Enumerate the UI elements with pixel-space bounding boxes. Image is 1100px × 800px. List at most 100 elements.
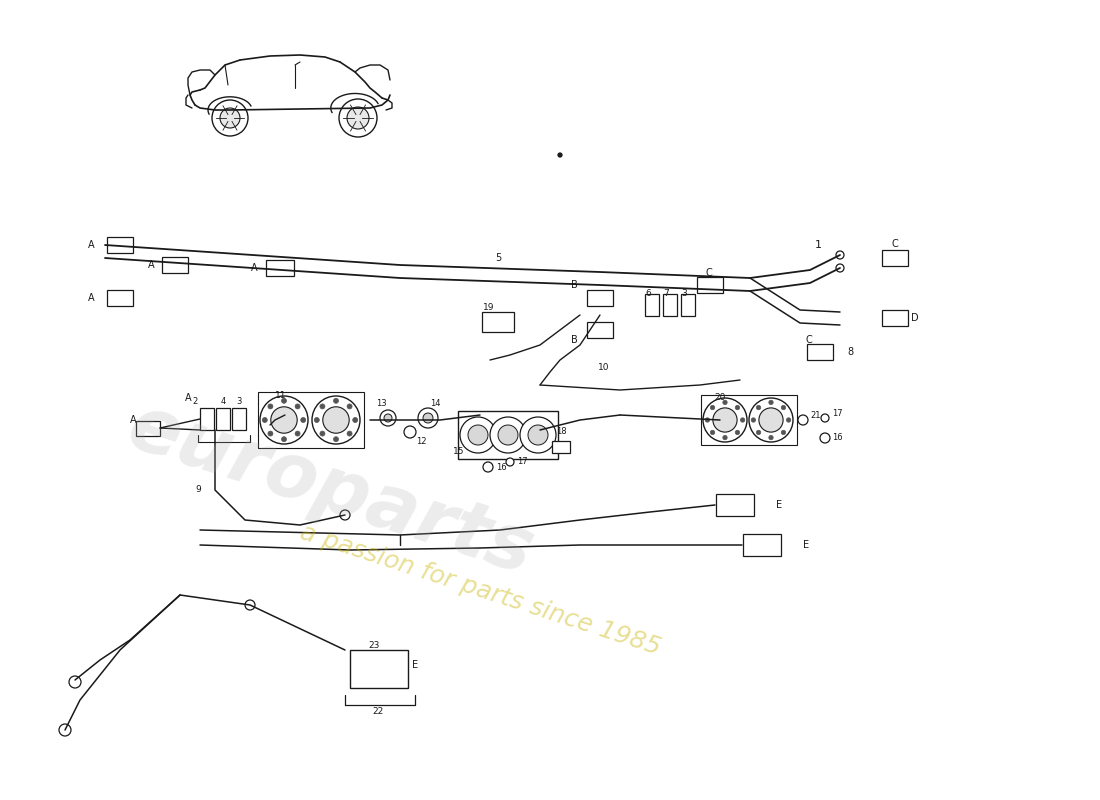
Circle shape (404, 426, 416, 438)
Circle shape (757, 430, 761, 434)
Circle shape (506, 458, 514, 466)
Circle shape (749, 398, 793, 442)
Bar (882, 310, 908, 326)
Text: 23: 23 (368, 641, 379, 650)
Text: 14: 14 (430, 399, 440, 409)
Text: 2: 2 (192, 398, 198, 406)
Circle shape (735, 430, 739, 434)
Bar (701, 395, 798, 445)
Bar (258, 392, 364, 448)
Text: 16: 16 (832, 434, 843, 442)
Circle shape (300, 418, 306, 422)
Circle shape (769, 435, 773, 440)
Text: 12: 12 (416, 438, 427, 446)
Circle shape (711, 406, 715, 410)
Text: E: E (803, 540, 810, 550)
Text: 17: 17 (832, 410, 843, 418)
Circle shape (322, 406, 349, 434)
Circle shape (320, 404, 324, 409)
Bar (350, 650, 408, 688)
Bar (458, 411, 558, 459)
Circle shape (723, 400, 727, 405)
Circle shape (320, 431, 324, 436)
Circle shape (705, 418, 710, 422)
Text: 11: 11 (275, 390, 286, 399)
Circle shape (703, 398, 747, 442)
Circle shape (821, 414, 829, 422)
Circle shape (520, 417, 556, 453)
Bar (742, 534, 781, 556)
Bar (266, 260, 294, 276)
Text: A: A (88, 293, 95, 303)
Circle shape (723, 435, 727, 440)
Text: A: A (252, 263, 258, 273)
Text: 13: 13 (376, 399, 386, 409)
Bar (200, 408, 214, 430)
Circle shape (798, 415, 808, 425)
Circle shape (295, 431, 300, 436)
Bar (216, 408, 230, 430)
Bar (232, 408, 246, 430)
Text: 7: 7 (663, 289, 669, 298)
Circle shape (781, 406, 785, 410)
Text: europarts: europarts (118, 390, 542, 590)
Circle shape (424, 413, 433, 423)
Text: 3: 3 (681, 289, 686, 298)
Text: 8: 8 (847, 347, 854, 357)
Text: E: E (412, 660, 418, 670)
Text: 3: 3 (236, 398, 242, 406)
Bar (552, 441, 570, 453)
Circle shape (751, 418, 756, 422)
Bar (663, 294, 676, 316)
Circle shape (282, 398, 286, 403)
Circle shape (769, 400, 773, 405)
Circle shape (740, 418, 745, 422)
Text: 10: 10 (598, 363, 609, 373)
Circle shape (268, 404, 273, 409)
Circle shape (69, 676, 81, 688)
Bar (645, 294, 659, 316)
Text: C: C (892, 239, 899, 249)
Bar (482, 312, 514, 332)
Bar (587, 290, 613, 306)
Text: D: D (911, 313, 918, 323)
Circle shape (333, 398, 339, 403)
Text: B: B (571, 335, 578, 345)
Circle shape (59, 724, 72, 736)
Text: 9: 9 (195, 486, 200, 494)
Circle shape (558, 153, 562, 157)
Circle shape (528, 425, 548, 445)
Circle shape (490, 417, 526, 453)
Circle shape (353, 418, 358, 422)
Text: A: A (185, 393, 191, 403)
Text: A: A (88, 240, 95, 250)
Text: C: C (805, 335, 812, 345)
Text: 15: 15 (453, 447, 464, 457)
Text: 4: 4 (220, 398, 225, 406)
Text: 16: 16 (496, 462, 507, 471)
Text: 17: 17 (517, 458, 528, 466)
Circle shape (339, 99, 377, 137)
Circle shape (245, 600, 255, 610)
Text: 22: 22 (372, 707, 383, 717)
Circle shape (759, 408, 783, 432)
Circle shape (836, 251, 844, 259)
Bar (681, 294, 695, 316)
Text: 5: 5 (495, 253, 502, 263)
Text: 1: 1 (815, 240, 822, 250)
Text: 18: 18 (556, 427, 566, 437)
Text: A: A (130, 415, 136, 425)
Circle shape (460, 417, 496, 453)
Text: 6: 6 (645, 289, 651, 298)
Bar (107, 237, 133, 253)
Circle shape (757, 406, 761, 410)
Circle shape (836, 264, 844, 272)
Circle shape (735, 406, 739, 410)
Circle shape (786, 418, 791, 422)
Circle shape (379, 410, 396, 426)
Bar (587, 322, 613, 338)
Circle shape (781, 430, 785, 434)
Circle shape (333, 437, 339, 442)
Circle shape (220, 108, 240, 128)
Bar (162, 257, 188, 273)
